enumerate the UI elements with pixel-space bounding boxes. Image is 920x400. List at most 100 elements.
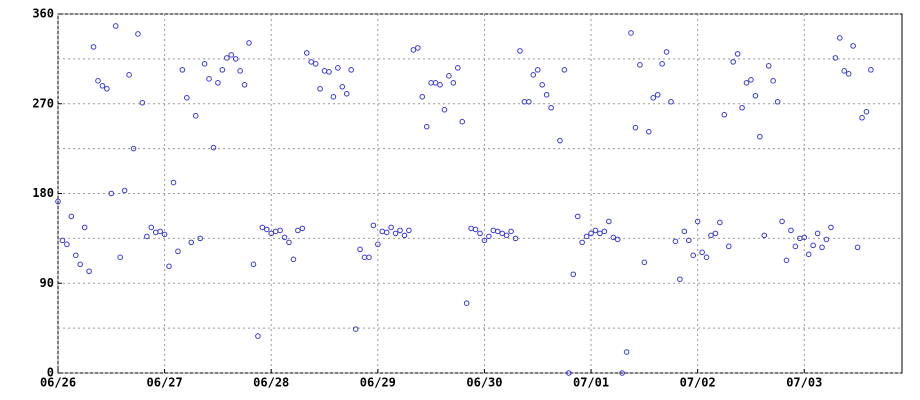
point [566, 370, 572, 376]
point [819, 244, 825, 251]
point [95, 78, 101, 84]
point [761, 232, 768, 239]
point [699, 249, 705, 256]
point [788, 227, 794, 234]
point [330, 93, 337, 100]
point [712, 230, 719, 237]
point [663, 49, 670, 55]
point [321, 68, 328, 74]
point [392, 230, 399, 237]
point [654, 91, 661, 98]
point [343, 90, 350, 97]
point [77, 261, 84, 268]
point [681, 228, 688, 235]
point [446, 73, 452, 79]
y-tick-label: 270 [32, 96, 54, 110]
point [99, 83, 106, 89]
point [757, 133, 763, 140]
point [837, 35, 843, 41]
x-tick-label: 06/27 [147, 376, 183, 390]
point [832, 55, 839, 61]
point [188, 239, 195, 246]
point [685, 237, 692, 244]
point [530, 72, 537, 78]
point [326, 69, 332, 75]
point [432, 80, 439, 86]
point [841, 68, 848, 74]
x-tick-label: 06/28 [253, 376, 289, 390]
point [850, 43, 856, 49]
point [494, 228, 501, 235]
point [121, 187, 128, 194]
point [135, 31, 141, 37]
y-tick-label: 0 [47, 366, 54, 380]
point [517, 48, 523, 54]
point [725, 243, 732, 250]
x-tick-label: 06/26 [40, 376, 76, 390]
point [721, 111, 728, 118]
point [668, 98, 674, 105]
point [219, 67, 226, 73]
point [286, 239, 292, 246]
point [561, 67, 568, 73]
point [268, 230, 275, 237]
point [859, 114, 865, 121]
point [534, 67, 541, 73]
point [690, 252, 697, 259]
point [410, 47, 417, 53]
point [779, 218, 785, 225]
point [441, 106, 448, 113]
point [752, 92, 759, 99]
point [512, 235, 519, 242]
point [250, 261, 257, 268]
point [508, 228, 514, 235]
point [801, 234, 808, 241]
point [579, 239, 585, 246]
point [255, 333, 261, 339]
point [805, 251, 812, 258]
point [463, 300, 470, 306]
point [388, 224, 394, 231]
point [246, 40, 252, 46]
point [810, 242, 816, 249]
point [703, 254, 710, 261]
point [606, 218, 612, 225]
point [499, 230, 506, 237]
point [201, 61, 208, 67]
point [783, 257, 790, 264]
point [104, 85, 110, 92]
point [383, 229, 390, 236]
point [206, 76, 212, 82]
point [366, 254, 372, 261]
point [415, 45, 421, 51]
point [743, 80, 750, 86]
point [854, 244, 861, 251]
point [543, 91, 550, 98]
point [224, 55, 230, 61]
point [166, 263, 172, 270]
point [588, 230, 594, 237]
y-tick-label: 360 [32, 7, 54, 21]
point [490, 227, 497, 234]
point [308, 59, 315, 65]
point [210, 144, 217, 151]
point [574, 213, 581, 220]
point [868, 67, 874, 73]
point [548, 104, 554, 111]
point [641, 259, 648, 266]
x-tick-label: 07/03 [786, 376, 822, 390]
point [539, 82, 545, 88]
point [708, 232, 714, 239]
point [148, 224, 155, 231]
point [81, 224, 88, 231]
x-tick-label: 07/02 [680, 376, 716, 390]
point [295, 227, 301, 234]
point [312, 61, 319, 67]
point [379, 228, 386, 235]
point [730, 59, 737, 65]
point [526, 98, 532, 105]
point [108, 190, 115, 197]
point [428, 80, 434, 86]
point [792, 243, 799, 250]
